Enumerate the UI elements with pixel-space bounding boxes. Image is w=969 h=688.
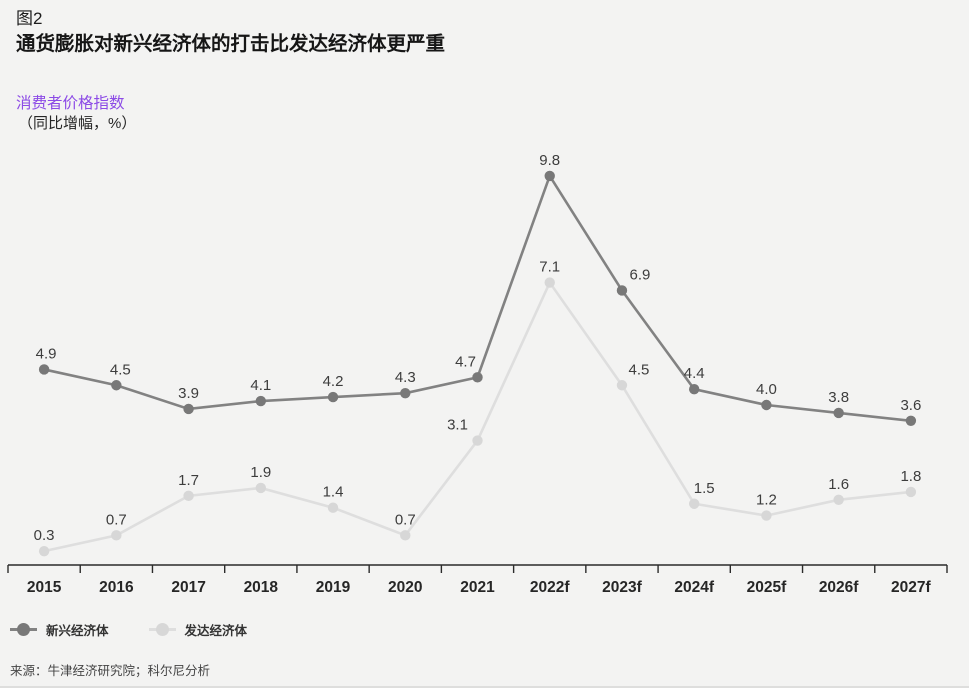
data-point-icon bbox=[38, 545, 50, 557]
data-point-icon bbox=[544, 170, 555, 182]
legend-item-developed: 发达经济体 bbox=[148, 620, 248, 639]
data-point-icon bbox=[183, 403, 194, 415]
x-axis-label: 2020 bbox=[388, 579, 422, 596]
data-point-icon bbox=[327, 391, 339, 403]
data-label: 4.7 bbox=[455, 353, 476, 370]
legend-marker-emerging-icon bbox=[10, 623, 37, 636]
x-axis-label: 2023f bbox=[602, 579, 642, 596]
data-point-icon bbox=[111, 380, 122, 391]
data-label: 7.1 bbox=[539, 259, 560, 276]
y-axis-sublabel: （同比增幅，%） bbox=[18, 115, 137, 132]
figure-label: 图2 bbox=[16, 9, 43, 28]
data-label: 4.5 bbox=[629, 361, 650, 378]
data-point-icon bbox=[616, 285, 628, 296]
legend-marker-developed-icon bbox=[148, 623, 176, 636]
data-point-icon bbox=[111, 530, 122, 541]
data-label: 1.5 bbox=[694, 480, 715, 497]
data-label: 4.4 bbox=[684, 365, 705, 382]
data-point-icon bbox=[688, 384, 700, 395]
data-point-icon bbox=[400, 387, 411, 399]
data-point-icon bbox=[761, 510, 772, 521]
data-label: 1.6 bbox=[828, 476, 849, 493]
source-note: 来源：牛津经济研究院；科尔尼分析 bbox=[10, 664, 211, 678]
x-axis-label: 2024f bbox=[674, 579, 714, 596]
data-label: 0.3 bbox=[34, 527, 55, 544]
data-label: 9.8 bbox=[539, 152, 560, 169]
x-axis-label: 2025f bbox=[747, 579, 787, 596]
data-label: 1.9 bbox=[250, 464, 271, 481]
legend-item-emerging: 新兴经济体 bbox=[10, 620, 109, 639]
data-label: 1.4 bbox=[323, 484, 344, 501]
x-axis-label: 2026f bbox=[819, 579, 859, 596]
x-axis-label: 2017 bbox=[171, 579, 205, 596]
data-label: 4.2 bbox=[323, 373, 344, 390]
data-point-icon bbox=[833, 494, 844, 505]
data-point-icon bbox=[833, 407, 844, 419]
data-point-icon bbox=[472, 435, 483, 446]
data-point-icon bbox=[38, 364, 50, 375]
data-point-icon bbox=[905, 415, 917, 426]
legend-label-developed: 发达经济体 bbox=[184, 624, 248, 638]
data-point-icon bbox=[616, 380, 628, 391]
data-point-icon bbox=[905, 486, 917, 498]
data-label: 1.8 bbox=[900, 468, 921, 485]
data-label: 0.7 bbox=[106, 511, 127, 528]
data-point-icon bbox=[327, 502, 339, 513]
chart-title: 通货膨胀对新兴经济体的打击比发达经济体更严重 bbox=[16, 33, 446, 55]
data-point-icon bbox=[761, 399, 772, 411]
data-label: 3.8 bbox=[828, 389, 849, 406]
data-label: 3.6 bbox=[900, 397, 921, 414]
data-point-icon bbox=[400, 530, 411, 541]
chart-legend: 新兴经济体 发达经济体 bbox=[10, 620, 247, 639]
data-label: 4.3 bbox=[395, 369, 416, 386]
data-point-icon bbox=[688, 498, 700, 509]
data-label: 1.7 bbox=[178, 472, 199, 489]
data-label: 4.5 bbox=[110, 361, 131, 378]
x-axis-label: 2016 bbox=[99, 579, 134, 596]
series-line-0 bbox=[43, 172, 912, 423]
legend-label-emerging: 新兴经济体 bbox=[46, 624, 109, 638]
data-label: 4.0 bbox=[756, 381, 777, 398]
bottom-edge-divider bbox=[0, 686, 969, 688]
data-label: 0.7 bbox=[395, 511, 416, 528]
x-axis-label: 2018 bbox=[244, 579, 279, 596]
data-label: 4.9 bbox=[36, 345, 57, 362]
y-axis-label: 消费者价格指数 bbox=[16, 95, 125, 112]
data-label: 4.1 bbox=[250, 377, 271, 394]
data-point-icon bbox=[472, 372, 483, 383]
x-axis-label: 2027f bbox=[891, 579, 931, 596]
data-point-icon bbox=[255, 395, 267, 407]
y-axis-title-block: 消费者价格指数 （同比增幅，%） bbox=[16, 94, 136, 133]
cpi-line-chart: 2015 2016 2017 2018 2019 2020 2021 2022f 2023f 20… bbox=[7, 152, 948, 596]
data-point-icon bbox=[255, 482, 267, 494]
data-label: 3.1 bbox=[447, 417, 468, 434]
x-axis-label: 2021 bbox=[460, 579, 495, 596]
data-point-icon bbox=[183, 490, 194, 502]
data-label: 3.9 bbox=[178, 385, 199, 402]
data-label: 6.9 bbox=[630, 266, 651, 283]
x-axis-label: 2022f bbox=[530, 579, 570, 596]
x-axis-label: 2019 bbox=[316, 579, 351, 596]
data-point-icon bbox=[544, 277, 555, 288]
series-line-1 bbox=[43, 279, 912, 553]
chart-header: 图2 通货膨胀对新兴经济体的打击比发达经济体更严重 bbox=[16, 8, 445, 57]
data-label: 1.2 bbox=[756, 492, 777, 509]
x-axis-label: 2015 bbox=[27, 579, 62, 596]
